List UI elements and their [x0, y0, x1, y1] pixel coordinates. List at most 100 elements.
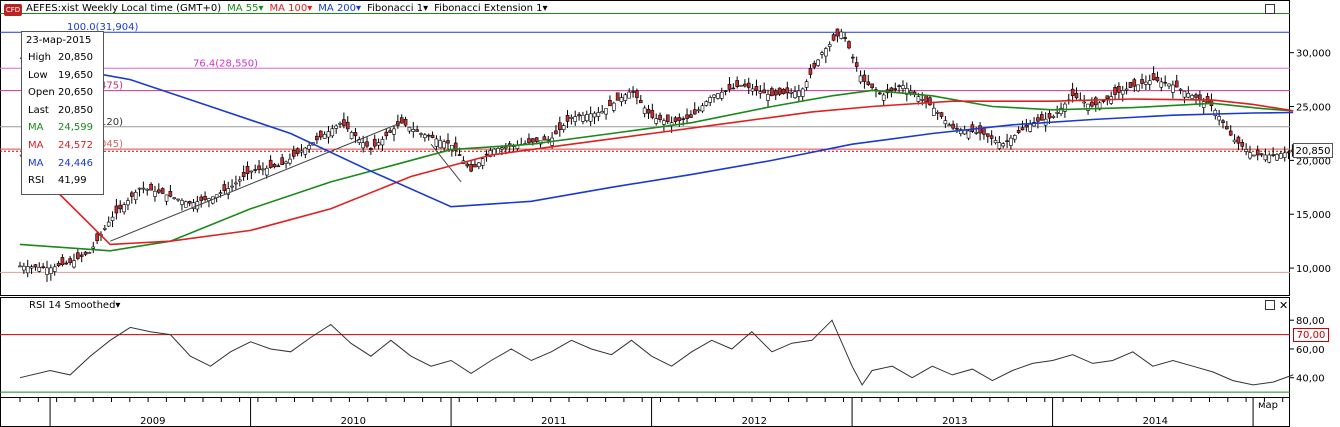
candle-body — [735, 80, 739, 87]
tooltip-row: MA 24,599 — [22, 119, 103, 137]
candle-body — [480, 158, 485, 166]
chevron-down-icon[interactable]: ▾ — [423, 3, 429, 14]
year-label: 2011 — [541, 416, 566, 427]
maximize-icon[interactable] — [1265, 300, 1275, 310]
tooltip-date: 23-мар-2015 — [26, 35, 92, 46]
candle-body — [692, 109, 697, 115]
maximize-icon[interactable] — [1265, 4, 1275, 14]
candle-body — [608, 99, 612, 107]
chevron-down-icon[interactable]: ▾ — [115, 300, 121, 311]
candle-body — [149, 183, 153, 191]
candle-body — [623, 94, 628, 101]
candle-body — [808, 68, 813, 75]
candle-body — [750, 88, 755, 92]
candle-body — [708, 97, 712, 103]
candle-body — [677, 117, 682, 121]
candle-body — [1016, 129, 1021, 133]
candle-body — [1020, 127, 1025, 131]
candle-body — [430, 134, 435, 138]
candle-body — [1228, 130, 1233, 136]
candle-body — [793, 91, 797, 99]
fibonacci-label: 76.4(28,550) — [193, 58, 258, 69]
candle-body — [584, 114, 589, 122]
chevron-down-icon[interactable]: ▾ — [307, 3, 313, 14]
moving-average-line — [19, 98, 1294, 246]
candle-body — [264, 167, 269, 176]
time-axis-frame — [0, 397, 1290, 427]
tooltip-key: RSI — [28, 175, 45, 187]
symbol-label[interactable]: AEFES:xist Weekly Local time (GMT+0) — [26, 3, 222, 14]
candle-body — [392, 128, 396, 135]
candle-body — [1101, 100, 1106, 102]
candle-body — [284, 161, 288, 164]
candle-body — [1051, 116, 1056, 118]
candle-body — [1232, 139, 1237, 143]
chevron-down-icon[interactable]: ▾ — [542, 3, 548, 14]
candle-body — [438, 140, 443, 149]
candle-body — [766, 94, 770, 101]
candle-body — [862, 74, 867, 82]
price-tick-label: 10,000 — [1296, 264, 1331, 275]
candle-body — [145, 188, 150, 191]
candle-body — [924, 95, 928, 103]
candle-body — [457, 154, 462, 156]
candle-body — [854, 62, 859, 67]
candle-body — [249, 170, 254, 173]
candle-body — [241, 172, 246, 178]
candle-body — [947, 124, 952, 127]
candle-body — [1036, 117, 1040, 122]
candle-body — [719, 91, 724, 99]
candle-body — [1240, 142, 1245, 147]
candle-body — [492, 148, 497, 155]
indicator-ma200[interactable]: MA 200▾ — [318, 3, 362, 14]
tooltip-row: MA 24,572 — [22, 137, 103, 155]
candle-body — [1267, 154, 1272, 163]
candle-body — [1120, 90, 1125, 95]
candle-body — [1244, 149, 1248, 152]
candle-body — [966, 130, 971, 139]
candle-body — [827, 44, 832, 47]
candle-body — [731, 87, 736, 90]
candle-body — [758, 91, 763, 94]
candle-body — [847, 41, 851, 49]
indicator-fibonacci[interactable]: Fibonacci 1▾ — [367, 3, 429, 14]
indicator-fibonacci-extension[interactable]: Fibonacci Extension 1▾ — [434, 3, 548, 14]
candle-body — [851, 56, 855, 59]
chevron-down-icon[interactable]: ▾ — [258, 3, 264, 14]
candle-body — [345, 121, 350, 130]
candle-body — [642, 107, 647, 114]
candle-body — [1279, 153, 1283, 159]
candle-body — [488, 150, 493, 157]
candle-body — [187, 201, 192, 204]
candle-body — [665, 114, 670, 122]
close-icon[interactable]: ✕ — [1279, 299, 1289, 312]
rsi-panel-title[interactable]: RSI 14 Smoothed▾ — [29, 300, 121, 311]
candle-body — [72, 260, 76, 268]
rsi-line — [19, 319, 1294, 386]
candle-body — [245, 165, 250, 174]
candle-body — [1248, 152, 1252, 159]
tooltip-value: 24,572 — [58, 139, 93, 151]
candle-body — [588, 113, 593, 122]
candle-body — [781, 88, 786, 94]
candle-body — [1055, 112, 1060, 114]
candle-body — [56, 262, 61, 267]
candle-body — [1182, 90, 1187, 98]
candle-body — [295, 148, 300, 154]
candle-body — [908, 90, 913, 93]
candle-body — [380, 138, 385, 146]
candle-body — [29, 266, 34, 269]
candle-body — [1221, 120, 1225, 123]
candle-body — [573, 116, 578, 122]
indicator-ma100[interactable]: MA 100▾ — [269, 3, 313, 14]
candle-body — [504, 146, 508, 149]
indicator-ma55[interactable]: MA 55▾ — [227, 3, 264, 14]
candle-body — [64, 262, 69, 265]
chevron-down-icon[interactable]: ▾ — [356, 3, 362, 14]
candle-body — [1178, 88, 1183, 91]
candle-body — [997, 142, 1002, 149]
candle-body — [22, 265, 26, 271]
candle-body — [739, 84, 743, 87]
